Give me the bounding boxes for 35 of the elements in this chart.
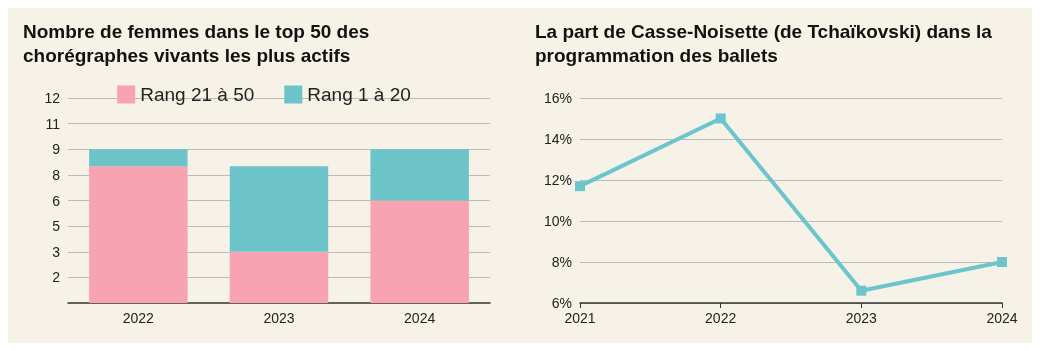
y-tick-label: 11 [45,115,61,132]
x-tick-label: 2022 [705,310,737,326]
bar [370,149,469,201]
point [997,257,1007,267]
x-tick-label: 2023 [845,310,878,326]
y-tick-label: 3 [52,243,61,260]
y-tick-label: 12 [44,90,61,106]
point [856,285,867,296]
bar [89,166,188,303]
x-tick-label: 2022 [122,310,155,326]
x-tick-label: 2024 [986,310,1018,326]
y-tick-label: 10% [543,213,572,229]
y-tick-label: 6% [551,295,572,311]
y-tick-label: 5 [52,218,61,235]
y-tick-label: 12% [543,172,572,188]
point [575,181,585,192]
x-tick-label: 2021 [564,310,596,326]
chart-title: La part de Casse-Noisette (de Tchaïkovski) dans la programmation des ballets [535,20,998,66]
bar [370,200,469,303]
bar [89,149,188,167]
y-tick-label: 2 [52,269,61,286]
y-tick-label: 8 [52,166,61,183]
x-tick-label: 2023 [263,310,295,326]
legend-label: Rang 21 à 50 [140,84,255,105]
chart-title: Nombre de femmes dans le top 50 des chorégraphes vivants les plus actifs [23,20,375,66]
legend-label: Rang 1 à 20 [307,84,411,105]
x-tick-label: 2024 [404,310,436,326]
bar [229,166,329,252]
y-tick-label: 14% [543,131,572,147]
point [715,113,726,124]
y-tick-label: 8% [551,254,572,270]
bar [229,251,329,303]
y-tick-label: 6 [52,192,61,209]
y-tick-label: 9 [52,141,61,158]
y-tick-label: 16% [543,90,572,106]
